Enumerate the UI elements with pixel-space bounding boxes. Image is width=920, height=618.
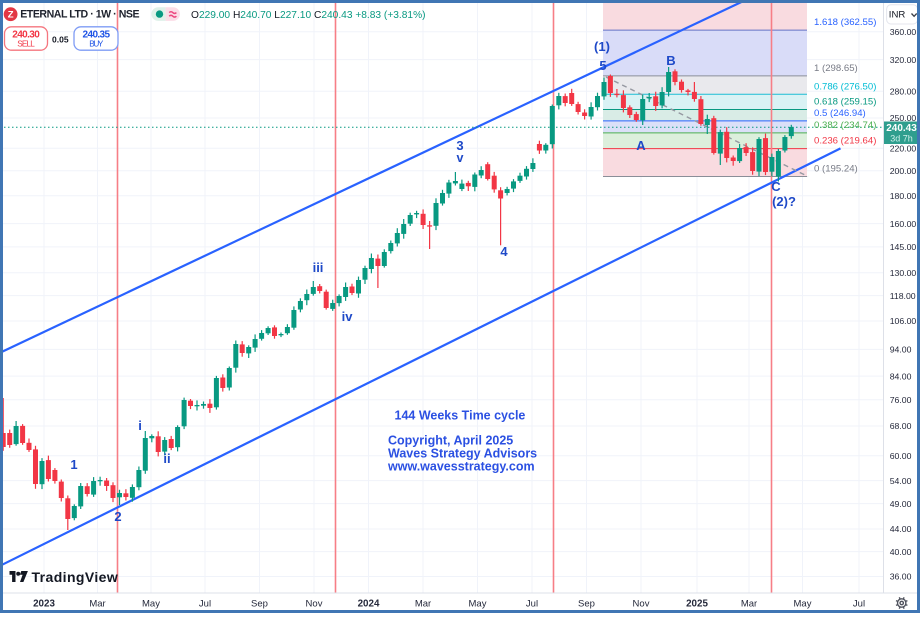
svg-text:54.00: 54.00 (890, 476, 912, 486)
svg-text:44.00: 44.00 (890, 524, 912, 534)
svg-text:200.00: 200.00 (890, 166, 917, 176)
svg-text:i: i (138, 418, 142, 433)
svg-text:0.618 (259.15): 0.618 (259.15) (814, 97, 876, 108)
svg-text:2023: 2023 (33, 598, 55, 609)
svg-text:INR: INR (889, 10, 906, 21)
svg-text:0.382 (234.74): 0.382 (234.74) (814, 120, 876, 131)
svg-text:2025: 2025 (686, 598, 708, 609)
svg-text:280.00: 280.00 (890, 86, 917, 96)
svg-text:Mar: Mar (741, 598, 757, 609)
svg-text:Copyright, April 2025: Copyright, April 2025 (388, 434, 513, 448)
svg-text:SELL: SELL (17, 40, 35, 49)
svg-text:0.5 (246.94): 0.5 (246.94) (814, 108, 866, 119)
svg-text:TradingView: TradingView (32, 569, 119, 585)
svg-text:130.00: 130.00 (890, 268, 917, 278)
svg-text:94.00: 94.00 (890, 345, 912, 355)
svg-text:Nov: Nov (633, 598, 650, 609)
svg-text:Sep: Sep (251, 598, 268, 609)
svg-text:ii: ii (163, 451, 170, 466)
svg-text:C: C (771, 179, 781, 194)
svg-text:Jul: Jul (853, 598, 865, 609)
svg-text:49.00: 49.00 (890, 499, 912, 509)
svg-text:Waves Strategy Advisors: Waves Strategy Advisors (388, 447, 537, 461)
svg-text:Jul: Jul (526, 598, 538, 609)
svg-text:Sep: Sep (578, 598, 595, 609)
svg-text:106.00: 106.00 (890, 316, 917, 326)
svg-text:www.wavesstrategy.com: www.wavesstrategy.com (387, 460, 535, 474)
svg-text:Nov: Nov (306, 598, 323, 609)
svg-text:220.00: 220.00 (890, 143, 917, 153)
svg-text:Z: Z (8, 10, 14, 21)
svg-text:2: 2 (114, 509, 121, 524)
svg-text:Jul: Jul (199, 598, 211, 609)
svg-text:(2)?: (2)? (772, 194, 796, 209)
svg-text:144 Weeks Time cycle: 144 Weeks Time cycle (395, 409, 526, 423)
svg-text:O229.00 H240.70 L227.10 C240.4: O229.00 H240.70 L227.10 C240.43 +8.83 (+… (191, 10, 426, 21)
svg-text:180.00: 180.00 (890, 191, 917, 201)
svg-text:v: v (457, 151, 464, 165)
svg-text:84.00: 84.00 (890, 371, 912, 381)
svg-text:4: 4 (500, 244, 508, 259)
svg-text:iv: iv (342, 309, 354, 324)
svg-text:BUY: BUY (89, 40, 104, 49)
svg-text:320.00: 320.00 (890, 55, 917, 65)
svg-text:240.43: 240.43 (886, 123, 917, 134)
svg-text:0.05: 0.05 (52, 34, 69, 44)
svg-text:118.00: 118.00 (890, 291, 916, 301)
svg-text:68.00: 68.00 (890, 421, 912, 431)
svg-text:Mar: Mar (415, 598, 431, 609)
svg-text:360.00: 360.00 (890, 27, 917, 37)
svg-text:1: 1 (70, 457, 77, 472)
svg-text:May: May (142, 598, 160, 609)
svg-text:60.00: 60.00 (890, 451, 912, 461)
svg-text:2024: 2024 (358, 598, 380, 609)
svg-text:A: A (636, 138, 646, 153)
svg-text:40.00: 40.00 (890, 547, 912, 557)
svg-text:1.618 (362.55): 1.618 (362.55) (814, 17, 876, 28)
svg-text:B: B (666, 53, 675, 68)
svg-text:36.00: 36.00 (890, 572, 912, 582)
svg-text:Mar: Mar (89, 598, 105, 609)
svg-text:5: 5 (599, 58, 606, 73)
svg-text:0.786 (276.50): 0.786 (276.50) (814, 81, 876, 92)
svg-text:iii: iii (313, 260, 324, 275)
svg-text:145.00: 145.00 (890, 242, 917, 252)
svg-text:ETERNAL LTD · 1W · NSE: ETERNAL LTD · 1W · NSE (20, 9, 139, 21)
svg-text:May: May (794, 598, 812, 609)
svg-text:0.236 (219.64): 0.236 (219.64) (814, 136, 876, 147)
svg-text:0 (195.24): 0 (195.24) (814, 164, 858, 175)
svg-text:76.00: 76.00 (890, 395, 912, 405)
svg-text:160.00: 160.00 (890, 219, 917, 229)
svg-text:1 (298.65): 1 (298.65) (814, 63, 858, 74)
svg-text:(1): (1) (594, 39, 610, 54)
svg-text:May: May (469, 598, 487, 609)
svg-text:3d 7h: 3d 7h (890, 133, 913, 143)
